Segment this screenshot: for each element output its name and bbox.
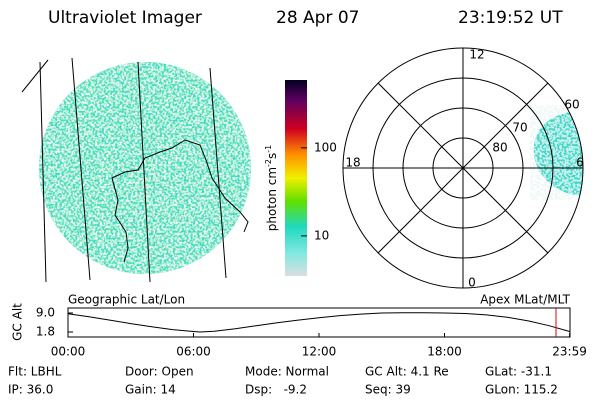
y-tick-label: 9.0 — [36, 306, 55, 320]
status-field: Door: Open — [125, 365, 194, 379]
x-tick-label: 18:00 — [427, 345, 462, 359]
hour-label: 12 — [469, 48, 484, 62]
y-axis-label: GC Alt — [11, 303, 25, 341]
y-tick-label: 1.8 — [36, 324, 55, 338]
x-tick-label: 00:00 — [51, 345, 86, 359]
hour-label: 6 — [576, 156, 584, 170]
x-tick-label: 06:00 — [176, 345, 211, 359]
title: Ultraviolet Imager — [48, 8, 202, 28]
status-field: GLat: -31.1 — [485, 365, 552, 379]
colorbar-tick-label: 100 — [314, 140, 337, 154]
geographic-image — [39, 62, 251, 274]
status-field: Seq: 39 — [365, 383, 411, 397]
map-grid — [21, 57, 249, 283]
colorbar-label-part: photon cm — [265, 167, 279, 231]
colorbar — [285, 80, 307, 276]
colorbar-label: photon cm-2s-1 — [264, 145, 279, 232]
x-tick-label: 23:59 — [552, 345, 587, 359]
status-field: GC Alt: 4.1 Re — [365, 365, 449, 379]
colorbar-label-part: s — [265, 153, 279, 159]
lat-label: 60 — [564, 98, 579, 112]
left-label: Geographic Lat/Lon — [68, 293, 185, 307]
lat-label: 70 — [512, 121, 527, 135]
plot-frame — [67, 307, 571, 338]
colorbar-label-part: -2 — [264, 159, 273, 167]
status-field: Dsp: -9.2 — [245, 383, 307, 397]
colorbar-tick-label: 10 — [314, 228, 329, 242]
x-tick-label: 12:00 — [302, 345, 337, 359]
date: 28 Apr 07 — [276, 8, 359, 28]
time: 23:19:52 UT — [458, 8, 563, 28]
status-field: Mode: Normal — [245, 365, 329, 379]
status-field: GLon: 115.2 — [485, 383, 558, 397]
right-label: Apex MLat/MLT — [480, 293, 570, 307]
status-field: Flt: LBHL — [8, 365, 62, 379]
status-field: IP: 36.0 — [8, 383, 53, 397]
colorbar-label-part: -1 — [264, 145, 273, 153]
lat-label: 80 — [492, 141, 507, 155]
polar-plot — [342, 47, 584, 289]
hour-label: 18 — [345, 156, 360, 170]
altitude-line — [67, 312, 570, 333]
hour-label: 0 — [468, 276, 476, 290]
status-field: Gain: 14 — [125, 383, 176, 397]
